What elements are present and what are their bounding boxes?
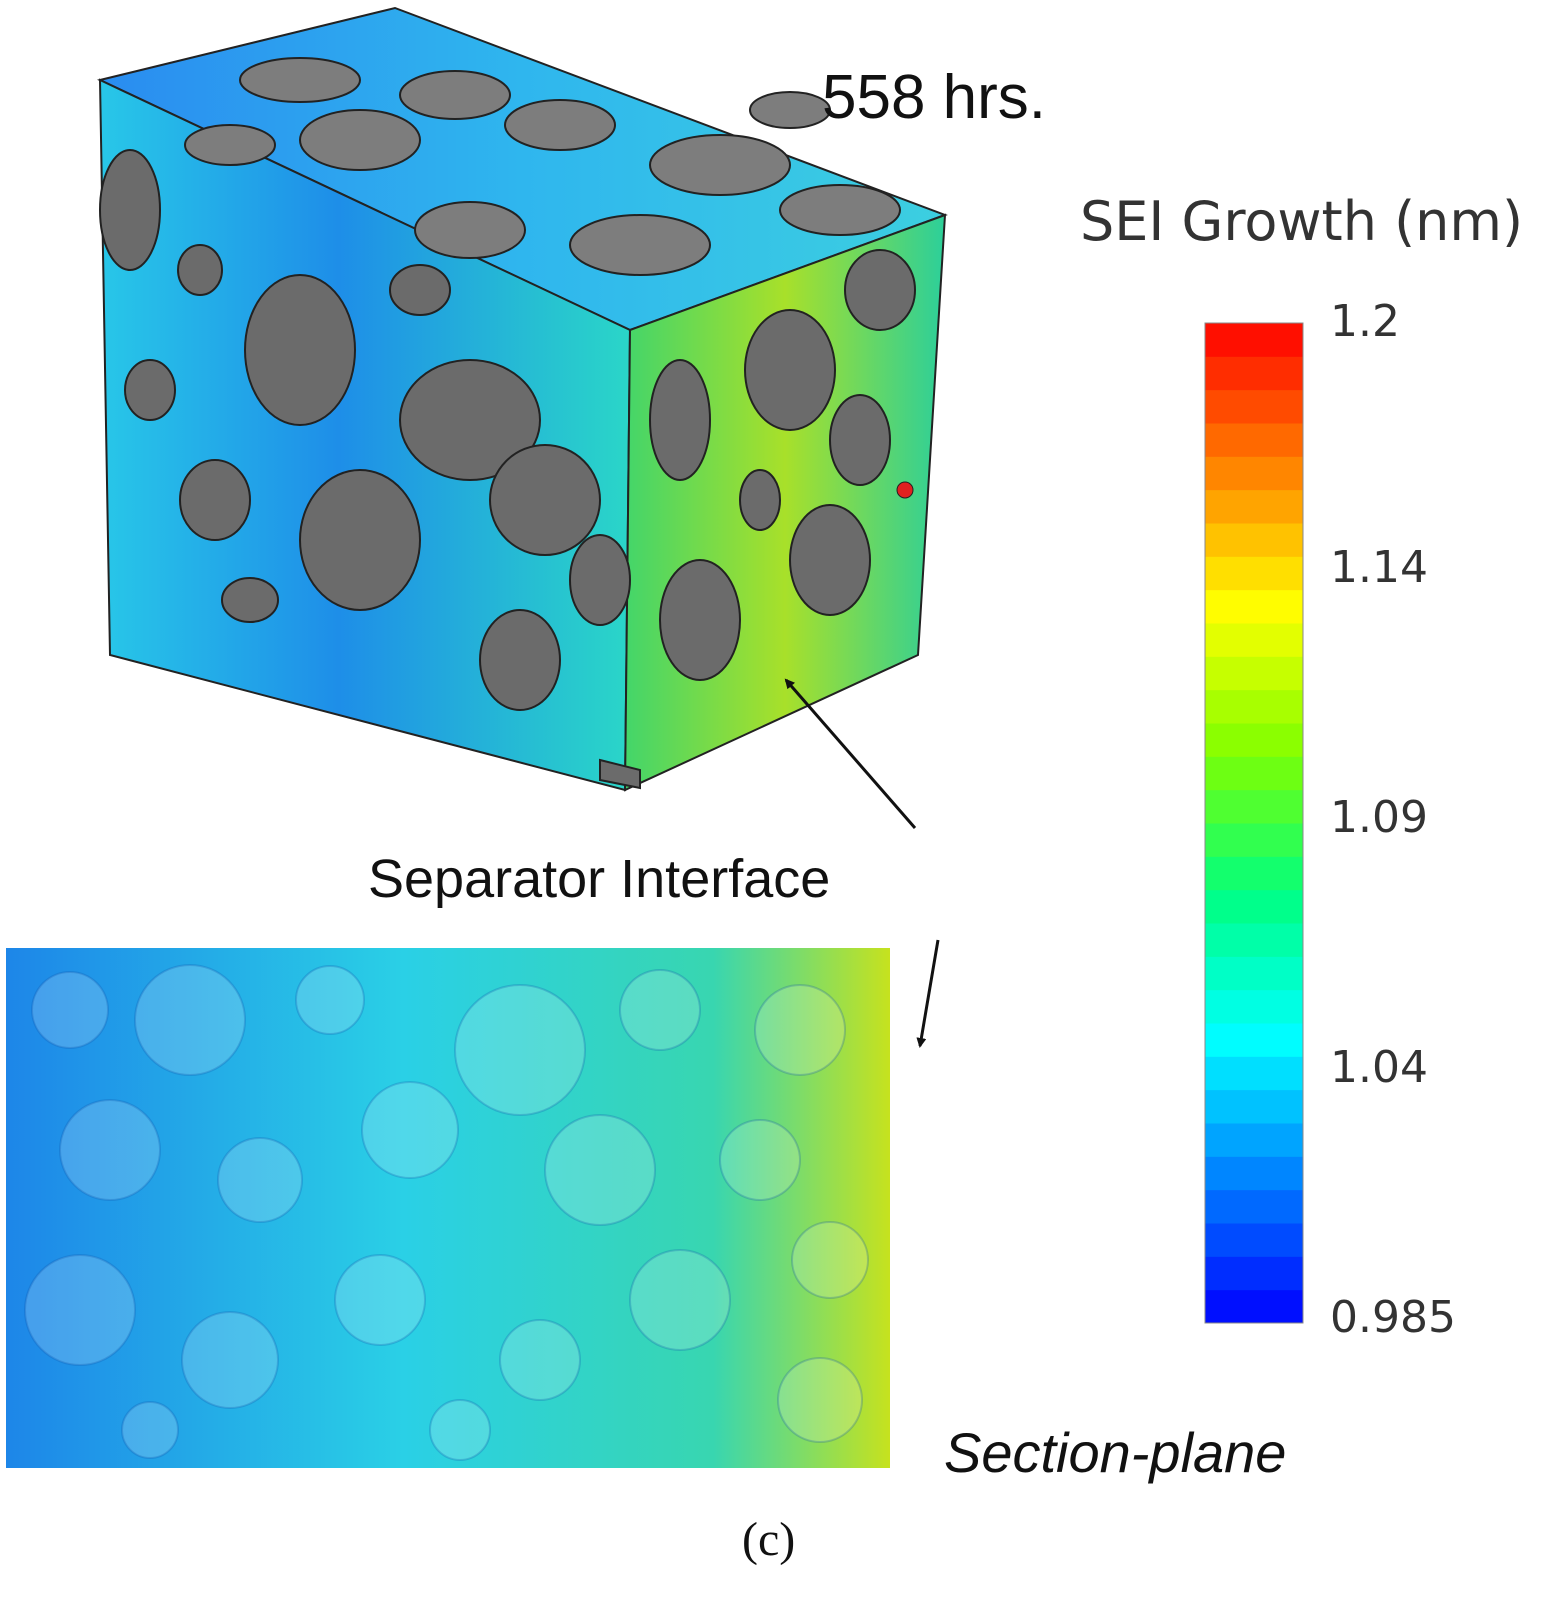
colorbar-frame <box>1204 322 1304 1324</box>
colorbar-tick-label: 0.985 <box>1330 1292 1456 1343</box>
colorbar-band <box>1205 1056 1303 1091</box>
block-foot <box>599 758 641 790</box>
colorbar-tick-label: 1.14 <box>1330 542 1428 593</box>
colorbar-band <box>1205 789 1303 824</box>
colorbar-band <box>1205 456 1303 491</box>
colorbar-band <box>1205 923 1303 957</box>
separator-interface-label: Separator Interface <box>368 849 831 909</box>
colorbar-band <box>1205 356 1303 391</box>
colorbar-band <box>1205 989 1303 1024</box>
colorbar-band <box>1205 723 1303 757</box>
colorbar-band <box>1205 1089 1303 1124</box>
colorbar-tick-label: 1.09 <box>1330 792 1428 843</box>
section-plane-label: Section-plane <box>944 1421 1287 1484</box>
side-particles <box>649 249 916 681</box>
microstructure-block <box>97 6 948 792</box>
colorbar-band <box>1205 1123 1303 1157</box>
colorbar-band <box>1205 1289 1303 1324</box>
section-plane-arrow <box>916 939 940 1048</box>
colorbar-band <box>1205 1023 1303 1057</box>
colorbar-band <box>1205 689 1303 724</box>
colorbar <box>1205 323 1303 1324</box>
colorbar-band <box>1205 1189 1303 1224</box>
top-particles <box>184 57 901 276</box>
colorbar-band <box>1205 756 1303 791</box>
colorbar-band <box>1205 889 1303 924</box>
colorbar-band <box>1205 623 1303 657</box>
colorbar-tick-label: 1.04 <box>1330 1042 1428 1093</box>
colorbar-band <box>1205 656 1303 691</box>
colorbar-band <box>1205 323 1303 357</box>
front-particles <box>99 149 631 711</box>
colorbar-band <box>1205 1156 1303 1191</box>
colorbar-title: SEI Growth (nm) <box>1080 190 1524 253</box>
panel-label: (c) <box>742 1513 796 1566</box>
section-plane-image <box>6 948 890 1468</box>
colorbar-tick-label: 1.2 <box>1330 296 1400 347</box>
colorbar-band <box>1205 489 1303 524</box>
hotspot-marker <box>896 481 914 499</box>
colorbar-band <box>1205 389 1303 424</box>
colorbar-band <box>1205 1223 1303 1257</box>
colorbar-band <box>1205 589 1303 624</box>
colorbar-band <box>1205 1256 1303 1291</box>
separator-arrow <box>784 678 917 829</box>
colorbar-band <box>1205 856 1303 891</box>
colorbar-band <box>1205 823 1303 857</box>
time-label: 558 hrs. <box>822 63 1047 132</box>
colorbar-band <box>1205 556 1303 591</box>
colorbar-band <box>1205 956 1303 991</box>
colorbar-band <box>1205 423 1303 457</box>
colorbar-band <box>1205 523 1303 557</box>
